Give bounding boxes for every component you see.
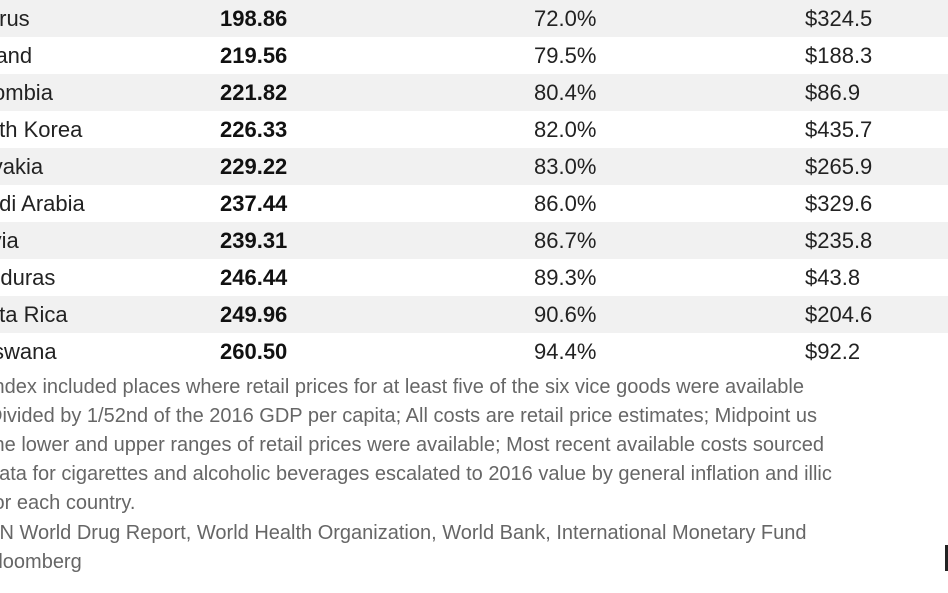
footnote-line: the lower and upper ranges of retail pri… xyxy=(0,434,824,456)
footnote-line: for each country. xyxy=(0,492,136,514)
country-cell: Finland xyxy=(0,43,33,68)
cost-cell: $92.2 xyxy=(805,339,861,364)
data-table: Cyprus 198.86 72.0% $324.5 Finland 219.56 79.5… xyxy=(0,0,948,370)
cost-cell: $43.8 xyxy=(805,265,861,290)
cost-cell: $204.6 xyxy=(805,302,873,327)
edge-mark xyxy=(945,545,948,571)
index-cell: 226.33 xyxy=(220,117,288,142)
cost-cell: $86.9 xyxy=(805,80,861,105)
percent-cell: 83.0% xyxy=(534,154,597,179)
index-cell: 221.82 xyxy=(220,80,288,105)
index-cell: 260.50 xyxy=(220,339,288,364)
percent-cell: 94.4% xyxy=(534,339,597,364)
percent-cell: 82.0% xyxy=(534,117,597,142)
footnote-line: Index included places where retail price… xyxy=(0,376,804,398)
index-cell: 198.86 xyxy=(220,6,288,31)
percent-cell: 86.0% xyxy=(534,191,597,216)
cost-cell: $435.7 xyxy=(805,117,873,142)
table-row: Cyprus 198.86 72.0% $324.5 xyxy=(0,0,948,37)
country-cell: Honduras xyxy=(0,265,56,290)
country-cell: Colombia xyxy=(0,80,53,105)
country-cell: Costa Rica xyxy=(0,302,68,327)
index-cell: 239.31 xyxy=(220,228,288,253)
country-cell: South Korea xyxy=(0,117,83,142)
table-row: Latvia 239.31 86.7% $235.8 xyxy=(0,222,948,259)
table-row: South Korea 226.33 82.0% $435.7 xyxy=(0,111,948,148)
index-cell: 229.22 xyxy=(220,154,288,179)
source-line: UN World Drug Report, World Health Organ… xyxy=(0,522,807,544)
sources: UN World Drug Report, World Health Organ… xyxy=(0,519,806,577)
country-cell: Cyprus xyxy=(0,6,30,31)
cost-cell: $324.5 xyxy=(805,6,873,31)
cost-cell: $188.3 xyxy=(805,43,873,68)
cost-cell: $265.9 xyxy=(805,154,873,179)
table-row: Costa Rica 249.96 90.6% $204.6 xyxy=(0,296,948,333)
index-cell: 246.44 xyxy=(220,265,288,290)
percent-cell: 89.3% xyxy=(534,265,597,290)
table-row: Slovakia 229.22 83.0% $265.9 xyxy=(0,148,948,185)
table-row: Colombia 221.82 80.4% $86.9 xyxy=(0,74,948,111)
table-row: Finland 219.56 79.5% $188.3 xyxy=(0,37,948,74)
cost-cell: $235.8 xyxy=(805,228,873,253)
country-cell: Botswana xyxy=(0,339,57,364)
percent-cell: 72.0% xyxy=(534,6,597,31)
percent-cell: 86.7% xyxy=(534,228,597,253)
percent-cell: 79.5% xyxy=(534,43,597,68)
table-row: Honduras 246.44 89.3% $43.8 xyxy=(0,259,948,296)
index-cell: 237.44 xyxy=(220,191,288,216)
percent-cell: 90.6% xyxy=(534,302,597,327)
percent-cell: 80.4% xyxy=(534,80,597,105)
index-cell: 219.56 xyxy=(220,43,288,68)
country-cell: Saudi Arabia xyxy=(0,191,85,216)
source-line: Bloomberg xyxy=(0,551,82,573)
index-cell: 249.96 xyxy=(220,302,288,327)
footnotes: Index included places where retail price… xyxy=(0,373,948,518)
table-row: Botswana 260.50 94.4% $92.2 xyxy=(0,333,948,370)
footnote-line: data for cigarettes and alcoholic bevera… xyxy=(0,463,832,485)
footnote-line: Divided by 1/52nd of the 2016 GDP per ca… xyxy=(0,405,817,427)
table-row: Saudi Arabia 237.44 86.0% $329.6 xyxy=(0,185,948,222)
country-cell: Slovakia xyxy=(0,154,44,179)
cost-cell: $329.6 xyxy=(805,191,873,216)
country-cell: Latvia xyxy=(0,228,19,253)
